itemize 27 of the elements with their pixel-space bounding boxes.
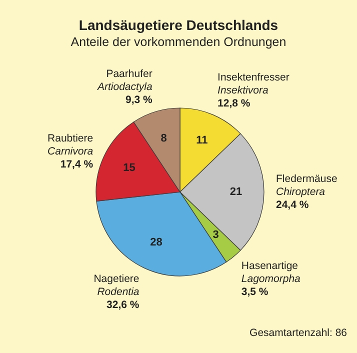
slice-label: Nagetiere	[94, 272, 140, 285]
chart-title: Landsäugetiere Deutschlands	[78, 17, 278, 33]
chart-subtitle: Anteile der vorkommenden Ordnungen	[70, 35, 286, 49]
text: Artiodactyla	[97, 81, 152, 94]
text: Gesamtartenzahl: 86	[250, 327, 348, 339]
data-label: 28	[150, 236, 162, 249]
slice-label: Hasenartige	[241, 260, 298, 272]
data-label: 21	[230, 186, 242, 198]
text: Lagomorpha	[241, 272, 300, 285]
text: Rodentia	[97, 286, 140, 298]
text: 3,5 %	[241, 286, 268, 298]
text: 32,6 %	[106, 298, 140, 311]
text: 9,3 %	[125, 94, 152, 106]
text: 24,4 %	[276, 199, 309, 211]
data-label: 11	[196, 134, 208, 146]
slice-label: Insektenfresser	[218, 72, 290, 84]
data-label: 8	[160, 132, 167, 144]
slice-label: Raubtiere	[48, 132, 94, 144]
text: 12,8 %	[218, 98, 250, 110]
slice-label: Fledermäuse	[276, 173, 338, 185]
text: Insektivora	[218, 84, 268, 97]
data-label: 3	[212, 229, 219, 242]
data-label: 15	[123, 162, 136, 174]
text: Carnivora	[48, 145, 94, 158]
text: Chiroptera	[276, 186, 326, 198]
text: 17,4 %	[60, 158, 94, 170]
slice-label: Paarhufer	[106, 68, 153, 80]
